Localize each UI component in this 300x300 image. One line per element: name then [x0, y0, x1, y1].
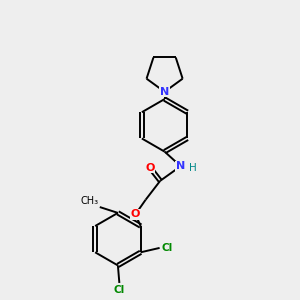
Text: N: N: [160, 87, 169, 97]
Text: N: N: [176, 161, 185, 171]
Text: Cl: Cl: [161, 243, 172, 253]
Text: O: O: [145, 163, 155, 173]
Text: CH₃: CH₃: [80, 196, 98, 206]
Text: Cl: Cl: [114, 285, 125, 295]
Text: O: O: [131, 209, 140, 219]
Text: H: H: [189, 163, 196, 173]
